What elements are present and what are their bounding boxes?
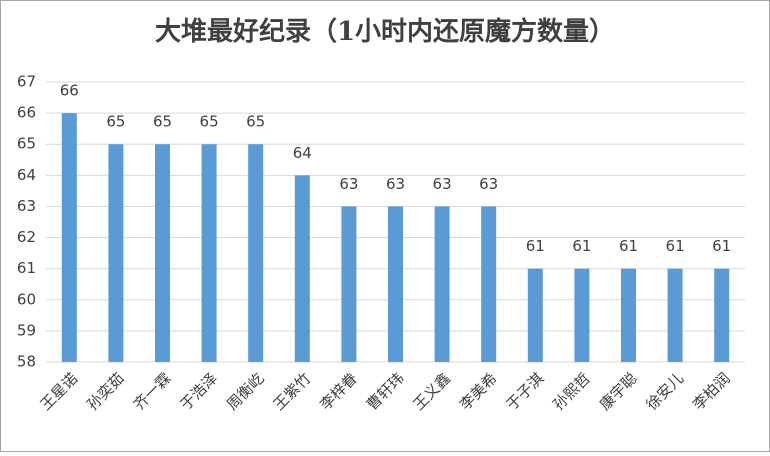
bar (155, 144, 170, 362)
y-tick-label: 61 (17, 259, 36, 277)
y-tick-label: 67 (17, 73, 36, 91)
data-label: 65 (153, 113, 172, 131)
chart-title: 大堆最好纪录（1小时内还原魔方数量） (155, 16, 615, 47)
bar (248, 144, 264, 362)
data-label: 63 (386, 175, 405, 193)
data-label: 65 (200, 113, 219, 131)
data-label: 65 (246, 113, 265, 131)
data-label: 63 (479, 175, 498, 193)
bar (294, 175, 310, 362)
bar (108, 144, 124, 362)
data-label: 65 (106, 113, 125, 131)
bar (574, 268, 590, 362)
y-tick-label: 65 (17, 135, 36, 153)
data-label: 61 (619, 237, 638, 255)
bar (61, 113, 77, 362)
data-label: 61 (666, 237, 685, 255)
y-tick-label: 63 (17, 197, 36, 215)
bar (341, 206, 357, 362)
bar (201, 144, 217, 362)
y-tick-label: 59 (17, 321, 36, 339)
data-label: 63 (433, 175, 452, 193)
data-label: 63 (339, 175, 358, 193)
data-label: 61 (712, 237, 731, 255)
y-tick-label: 60 (17, 290, 36, 308)
data-label: 64 (293, 144, 312, 162)
bar (388, 206, 403, 362)
y-tick-label: 58 (17, 353, 36, 371)
y-tick-label: 64 (17, 166, 36, 184)
y-tick-label: 62 (17, 228, 36, 246)
bar (481, 206, 497, 362)
bar (667, 268, 683, 362)
bar (621, 268, 636, 362)
data-label: 66 (60, 82, 79, 100)
data-label: 61 (526, 237, 545, 255)
y-tick-label: 66 (17, 104, 36, 122)
bar (714, 268, 730, 362)
bar (527, 268, 543, 362)
data-label: 61 (572, 237, 591, 255)
bar (434, 206, 450, 362)
